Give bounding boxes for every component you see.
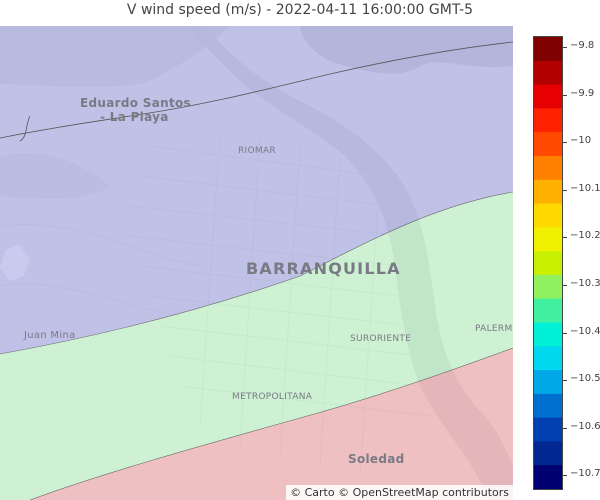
colorbar-segment [534,298,562,324]
overlay-band-south [30,348,513,500]
colorbar [533,36,563,490]
colorbar-tick-mark [563,47,567,48]
basemap [0,26,513,500]
chart-title: V wind speed (m/s) - 2022-04-11 16:00:00… [126,2,474,18]
colorbar-tick-label: −10 [570,135,592,147]
label-riomar: RIOMAR [238,146,276,156]
colorbar-tick-mark [563,427,567,429]
boundary-line [0,41,513,139]
colorbar-tick-label: −9.8 [570,40,595,51]
colorbar-tick-label: −10.2 [570,230,600,242]
colorbar-segment [534,132,562,157]
colorbar-segment [534,441,562,466]
colorbar-tick-mark [563,142,567,144]
label-la-playa: - La Playa [100,110,169,124]
colorbar-segment [534,203,562,228]
overlay-band-central [0,192,513,500]
colorbar-tick-mark [563,332,567,334]
label-palermo: PALERMO [475,324,513,334]
overlay-band-north [0,26,513,354]
colorbar-segment [534,108,562,133]
map-attribution[interactable]: © Carto © OpenStreetMap contributors [286,485,513,500]
colorbar-tick-mark [563,380,567,382]
colorbar-segment [534,179,562,205]
colorbar-segment [534,274,562,300]
colorbar-tick-mark [563,189,567,191]
colorbar-tick-label: −9.9 [570,87,595,99]
label-metropolitana: METROPOLITANA [232,392,313,402]
colorbar-segment [534,155,562,181]
colorbar-tick-mark [563,475,567,477]
colorbar-tick-label: −10.4 [570,325,600,337]
colorbar-segment [534,60,562,86]
map-panel[interactable]: Eduardo Santos - La Playa RIOMAR BARRANQ… [0,26,513,500]
colorbar-tick-label: −10.6 [570,420,600,432]
colorbar-segment [534,393,562,419]
colorbar-ticks: −9.8 −9.9 −10 −10.1 −10.2 −10.3 −10.4 −10.5 −10.… [563,36,600,490]
colorbar-segment [534,346,562,371]
colorbar-tick-mark [563,237,567,239]
label-soledad: Soledad [348,452,405,466]
colorbar-tick-label: −10.7 [570,468,600,480]
colorbar-segment [534,417,562,443]
colorbar-tick-mark [563,285,567,286]
label-eduardo-santos: Eduardo Santos [80,96,191,110]
colorbar-gradient [534,37,562,489]
colorbar-segment [534,465,562,489]
colorbar-tick-label: −10.5 [570,373,600,385]
colorbar-segment [534,37,562,62]
colorbar-segment [534,251,562,276]
colorbar-tick-mark [563,94,567,96]
label-juan-mina: Juan Mina [24,330,76,341]
colorbar-segment [534,322,562,347]
colorbar-tick-label: −10.1 [570,182,600,194]
colorbar-tick-label: −10.3 [570,278,600,289]
colorbar-segment [534,84,562,109]
colorbar-segment [534,370,562,395]
colorbar-segment [534,227,562,252]
label-suroriente: SURORIENTE [350,334,412,344]
label-barranquilla: BARRANQUILLA [246,259,401,278]
